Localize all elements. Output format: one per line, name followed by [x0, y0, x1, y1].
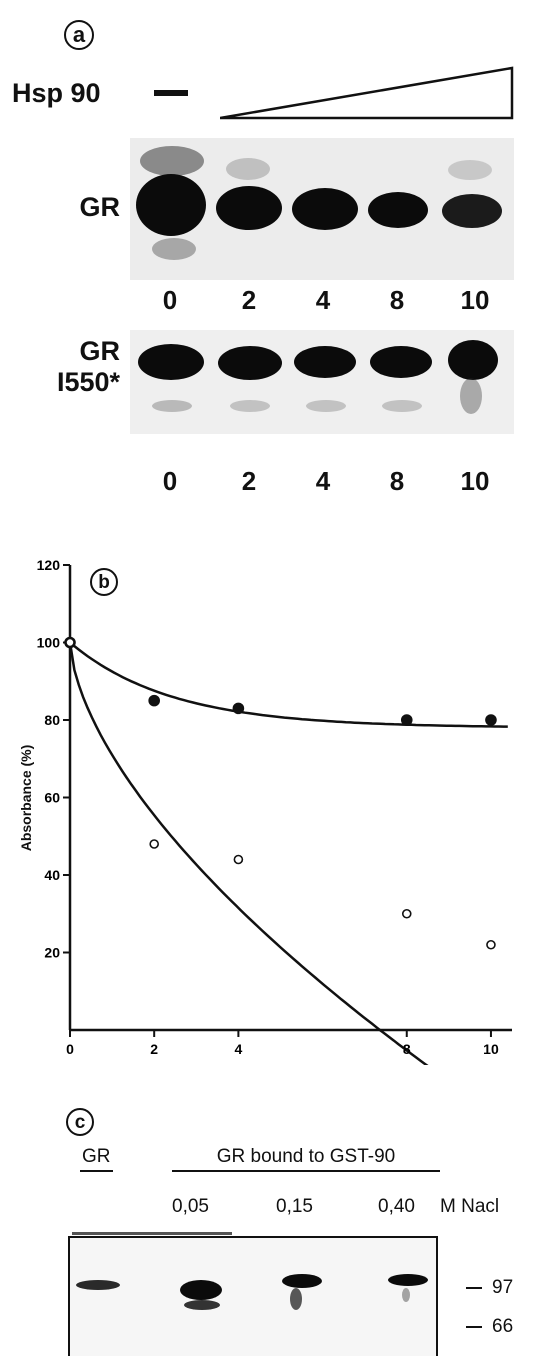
gel2-lane-labels: 0 2 4 8 10	[0, 466, 533, 500]
gr-bound-header: GR bound to GST-90	[172, 1146, 440, 1172]
gel2-lane-label: 0	[162, 466, 178, 496]
gel2-lane-label: 4	[315, 466, 331, 496]
gst-band-005-lower	[184, 1300, 220, 1310]
data-point-open	[233, 854, 244, 865]
gel-blot-gr-i550	[130, 330, 514, 434]
data-point-open	[149, 839, 159, 849]
panel-b-letter-text: b	[98, 571, 110, 593]
gst-band-005	[180, 1280, 222, 1300]
gel2-label-line2: I550*	[56, 367, 120, 398]
gel1-lane-labels: 0 2 4 8 10	[0, 285, 533, 319]
gel2-lane-label: 2	[241, 466, 257, 496]
gst-band-040	[388, 1274, 428, 1286]
gel1-lane-label: 8	[389, 285, 405, 315]
panel-c-letter-text: c	[74, 1111, 86, 1133]
gel-top-edge-mark	[72, 1232, 232, 1235]
y-tick-label: 60	[44, 790, 60, 806]
gel1-band-lane0	[136, 174, 206, 236]
marker-66-label: 66	[492, 1316, 514, 1337]
gel1-band-lane10	[442, 194, 502, 228]
gst-band-gr	[76, 1280, 120, 1290]
data-point-filled	[232, 702, 245, 715]
gel2-lane-label: 8	[389, 466, 405, 496]
panel-c-letter: c	[66, 1108, 94, 1136]
data-point-open	[401, 908, 412, 919]
hsp90-label: Hsp 90	[12, 78, 101, 108]
data-point-filled	[485, 714, 497, 726]
y-tick-label: 80	[44, 712, 60, 728]
salt-conc-3: 0,40	[378, 1196, 415, 1217]
gel1-band-lane2	[216, 186, 282, 230]
y-tick-label: 100	[37, 635, 61, 651]
data-point-filled	[148, 694, 160, 707]
panel-b-letter: b	[90, 568, 118, 596]
chart-fit-curves	[68, 641, 508, 1065]
gel1-lane-label: 10	[460, 285, 490, 315]
gel2-band-lane0	[138, 344, 204, 380]
gst-band-015	[282, 1274, 322, 1288]
hsp90-minus-dash	[154, 90, 188, 96]
gel2-band-lane4	[294, 346, 356, 378]
y-tick-label: 40	[44, 867, 60, 883]
marker-97-label: 97	[492, 1277, 514, 1298]
gel-blot-gr	[130, 138, 514, 280]
absorbance-chart: 20 40 60 80 100 120 0 2 4 8 10	[37, 557, 512, 1065]
gel2-row-label: GR I550*	[10, 336, 120, 398]
gel1-lane-label: 2	[241, 285, 257, 315]
gel2-band-lane8	[370, 346, 432, 378]
gel-blot-gst90	[68, 1236, 438, 1356]
chart-y-axis-label: Absorbance (%)	[18, 744, 34, 852]
y-tick-label: 20	[44, 945, 60, 961]
x-tick-label: 2	[150, 1041, 158, 1057]
x-tick-label: 0	[66, 1041, 74, 1057]
chart-axes	[63, 564, 512, 1037]
gel1-row-label: GR	[79, 192, 121, 222]
gel2-lane-label: 10	[460, 466, 490, 496]
x-tick-label: 10	[483, 1041, 499, 1057]
gel2-label-line1: GR	[79, 336, 121, 366]
fit-curve-open	[68, 642, 429, 1065]
salt-conc-1: 0,05	[172, 1196, 209, 1217]
data-point-filled	[400, 714, 413, 726]
panel-a-letter-text: a	[72, 22, 86, 47]
salt-unit: M Nacl	[440, 1196, 500, 1217]
y-tick-label: 120	[37, 557, 61, 573]
chart-points	[64, 636, 497, 950]
gel1-lane-label: 4	[315, 285, 331, 315]
marker-66: 66	[466, 1316, 513, 1338]
fit-curve-filled	[69, 641, 508, 728]
chart-tick-labels: 20 40 60 80 100 120 0 2 4 8 10	[37, 557, 499, 1057]
x-tick-label: 4	[234, 1041, 242, 1057]
salt-conc-2: 0,15	[276, 1196, 313, 1217]
gel2-band-lane2	[218, 346, 282, 380]
hsp90-gradient-wedge	[220, 66, 514, 120]
x-tick-label: 8	[403, 1041, 411, 1057]
gr-lane-header: GR	[80, 1146, 113, 1172]
gel1-band-lane4	[292, 188, 358, 230]
gel1-lane-label: 0	[162, 285, 178, 315]
gel1-band-lane8	[368, 192, 428, 228]
panel-a-letter: a	[64, 20, 94, 50]
marker-97: 97	[466, 1277, 513, 1299]
gel2-band-lane10	[448, 340, 498, 380]
data-point-open	[65, 637, 75, 648]
data-point-open	[486, 939, 496, 950]
